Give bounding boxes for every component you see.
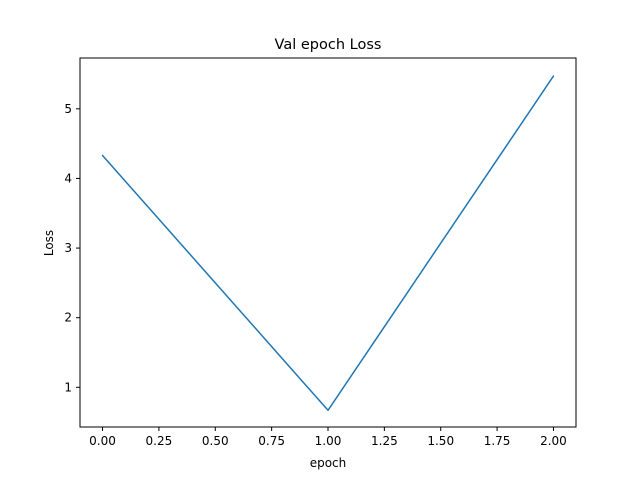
chart-title: Val epoch Loss	[275, 37, 382, 53]
x-tick-label: 0.50	[202, 434, 229, 448]
x-tick-label: 1.00	[315, 434, 342, 448]
y-axis-label: Loss	[42, 230, 56, 256]
y-tick-label: 5	[64, 102, 72, 116]
x-axis-label: epoch	[310, 456, 347, 470]
y-tick-label: 2	[64, 311, 72, 325]
y-tick-label: 3	[64, 241, 72, 255]
x-tick-label: 1.75	[484, 434, 511, 448]
x-tick-label: 2.00	[540, 434, 567, 448]
x-tick-label: 1.50	[427, 434, 454, 448]
plot-frame	[79, 57, 577, 428]
y-tick-label: 4	[64, 171, 72, 185]
x-tick-label: 0.00	[89, 434, 116, 448]
x-tick-label: 0.25	[146, 434, 173, 448]
y-tick-label: 1	[64, 380, 72, 394]
x-tick-label: 0.75	[258, 434, 285, 448]
loss-series-line	[101, 75, 555, 412]
x-tick-label: 1.25	[371, 434, 398, 448]
